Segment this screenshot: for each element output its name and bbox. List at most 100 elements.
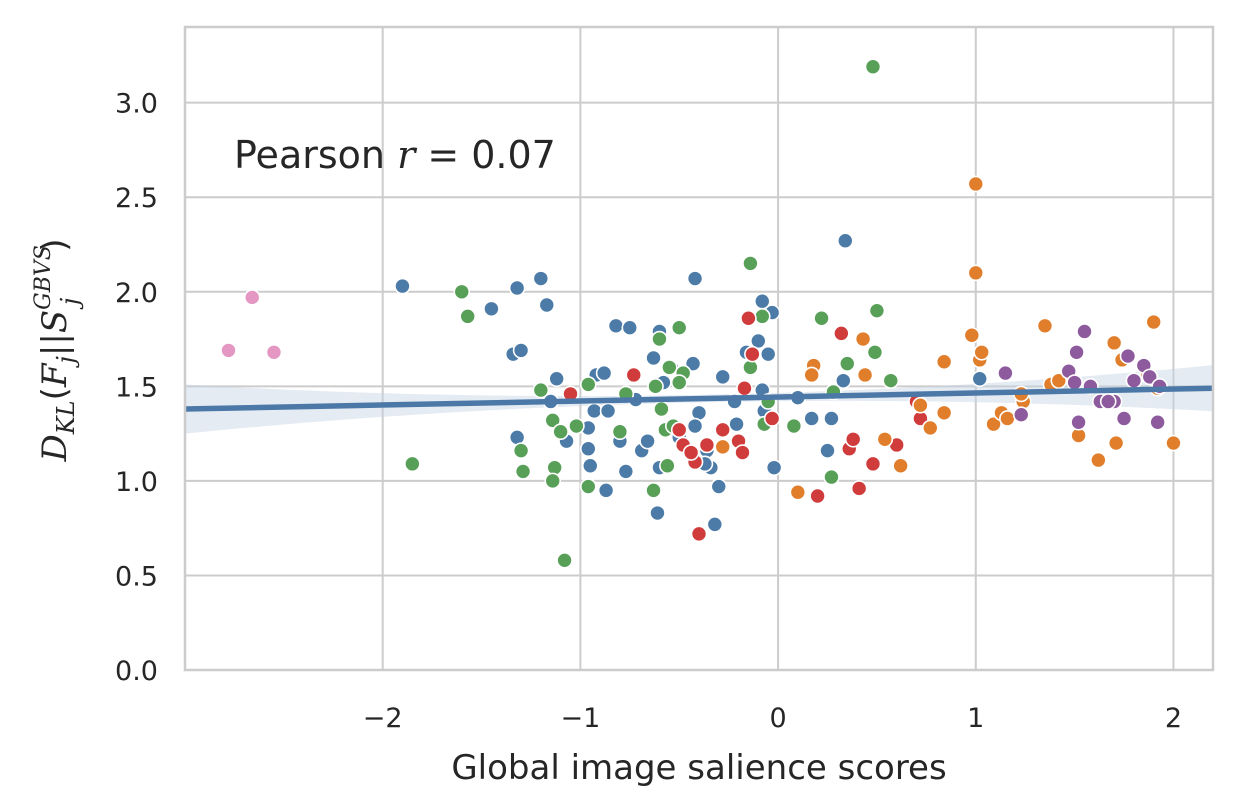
data-point <box>985 415 1002 433</box>
data-point <box>963 326 981 344</box>
data-point <box>856 366 874 384</box>
data-point <box>512 342 530 359</box>
x-tick-label: 0 <box>769 703 786 734</box>
data-point <box>538 296 556 314</box>
data-point <box>532 381 550 399</box>
data-point <box>595 364 613 382</box>
data-point <box>1119 347 1137 365</box>
plot-frame <box>183 25 1215 672</box>
x-tick-labels: −2 −1 0 1 2 <box>363 703 1182 734</box>
data-point <box>838 355 856 372</box>
data-point <box>599 402 617 420</box>
data-point <box>710 478 728 495</box>
data-point <box>912 396 929 414</box>
data-point <box>823 468 840 486</box>
data-point <box>459 308 477 325</box>
data-point <box>864 455 882 473</box>
data-point <box>935 353 953 371</box>
data-point <box>1070 413 1087 431</box>
data-point <box>532 270 550 287</box>
data-point <box>967 175 985 193</box>
data-point <box>670 374 688 391</box>
data-point <box>864 58 882 76</box>
data-point <box>548 370 565 388</box>
data-point <box>997 364 1014 382</box>
data-point <box>868 302 886 319</box>
data-point <box>404 455 421 473</box>
data-point <box>744 345 761 363</box>
data-point <box>866 343 884 361</box>
data-point <box>581 457 599 475</box>
data-point <box>813 309 830 327</box>
data-point <box>243 289 261 306</box>
data-point <box>1107 434 1125 452</box>
data-point <box>483 300 500 318</box>
data-point <box>1012 406 1030 423</box>
data-point <box>220 342 237 359</box>
data-point <box>617 463 635 480</box>
data-point <box>973 343 991 361</box>
data-point <box>686 417 704 435</box>
data-point <box>971 370 989 388</box>
data-point <box>659 457 676 475</box>
data-point <box>823 410 840 427</box>
data-point <box>686 270 704 287</box>
data-point <box>803 366 820 384</box>
data-point <box>836 232 854 250</box>
data-point <box>835 372 852 389</box>
x-axis-label: Global image salience scores <box>451 748 946 788</box>
data-point <box>579 478 597 495</box>
data-point <box>508 279 526 297</box>
data-point <box>682 444 700 461</box>
data-point <box>844 430 862 448</box>
data-point <box>1145 313 1162 331</box>
data-point <box>753 308 771 325</box>
data-point <box>611 423 629 441</box>
data-point <box>670 319 688 336</box>
data-point <box>714 421 732 439</box>
data-point <box>734 444 751 461</box>
y-tick-label: 0.5 <box>115 561 158 592</box>
data-point <box>740 309 757 327</box>
data-point <box>690 525 708 543</box>
data-point <box>714 438 732 456</box>
data-point <box>670 421 688 439</box>
data-point <box>882 372 900 389</box>
data-point <box>759 345 777 363</box>
data-point <box>568 417 585 435</box>
data-point <box>1068 343 1085 361</box>
data-point <box>1125 372 1143 389</box>
y-tick-labels: 0.0 0.5 1.0 1.5 2.0 2.5 3.0 <box>115 89 158 687</box>
data-point <box>809 487 826 505</box>
data-point <box>967 264 985 282</box>
data-point <box>935 404 953 422</box>
y-tick-label: 1.5 <box>115 372 158 403</box>
data-point <box>544 472 562 490</box>
data-point <box>1090 451 1107 469</box>
y-tick-label: 1.0 <box>115 467 158 498</box>
y-axis-label: DKL(Fj||SGBVSj) <box>31 238 84 462</box>
data-point <box>728 415 745 433</box>
data-point <box>892 457 909 475</box>
data-point <box>544 412 562 429</box>
data-point <box>785 417 803 435</box>
regression-line-group <box>185 385 1213 412</box>
data-point <box>833 325 850 342</box>
data-point <box>803 410 820 427</box>
data-point <box>394 277 411 295</box>
data-point <box>684 355 702 372</box>
data-point <box>698 436 716 454</box>
data-point <box>647 378 664 395</box>
data-point <box>763 410 781 427</box>
data-point <box>625 366 643 384</box>
data-point <box>651 330 668 348</box>
regression-line <box>185 385 1213 412</box>
data-point <box>714 368 732 386</box>
data-point <box>579 440 597 458</box>
data-point <box>819 442 836 459</box>
data-point <box>999 410 1016 427</box>
data-point <box>552 423 569 441</box>
data-point <box>1141 368 1159 386</box>
data-point <box>742 255 759 272</box>
data-point <box>921 419 939 437</box>
